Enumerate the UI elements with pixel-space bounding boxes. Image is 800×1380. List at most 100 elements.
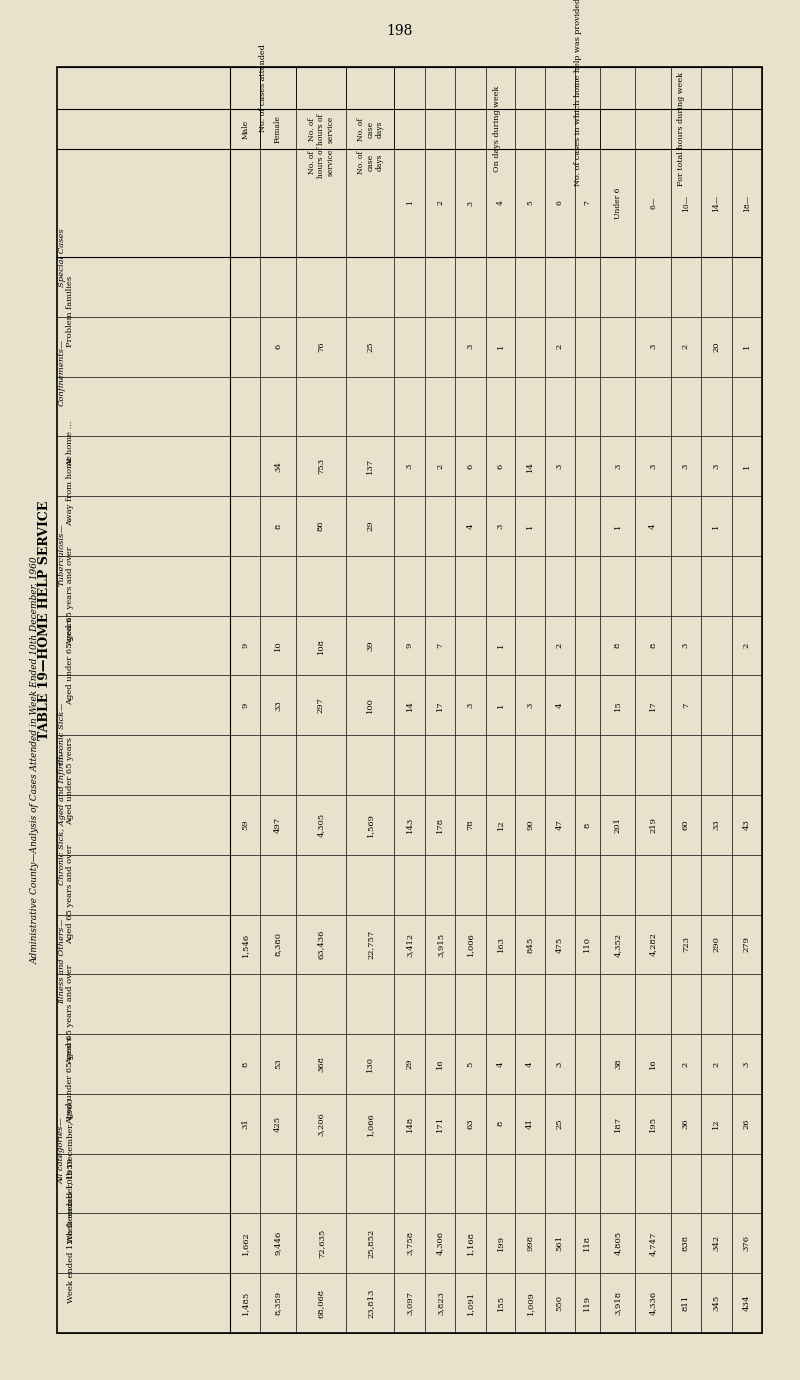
Text: 31: 31 [242, 1118, 250, 1129]
Text: 41: 41 [526, 1118, 534, 1129]
Text: 187: 187 [614, 1115, 622, 1132]
Text: 1: 1 [526, 523, 534, 529]
Text: 3,918: 3,918 [614, 1292, 622, 1315]
Text: 53: 53 [274, 1058, 282, 1070]
Text: 1: 1 [712, 523, 720, 529]
Text: 22,757: 22,757 [366, 930, 374, 959]
Text: For total hours during week: For total hours during week [677, 72, 685, 186]
Text: No. of
hours of
service: No. of hours of service [308, 113, 334, 145]
Text: 753: 753 [317, 458, 325, 475]
Text: 36: 36 [682, 1118, 690, 1129]
Text: 163: 163 [497, 937, 505, 952]
Text: 7: 7 [682, 702, 690, 708]
Text: 25,852: 25,852 [366, 1228, 374, 1259]
Text: 10: 10 [274, 640, 282, 651]
Text: 4,747: 4,747 [649, 1231, 657, 1256]
Text: 10—: 10— [682, 195, 690, 211]
Text: 23,813: 23,813 [366, 1289, 374, 1318]
Text: 130: 130 [366, 1056, 374, 1072]
Text: 2: 2 [682, 344, 690, 349]
Text: Week ended 10th December, 1960: Week ended 10th December, 1960 [66, 1098, 74, 1243]
Text: 8: 8 [583, 822, 591, 828]
Text: 3: 3 [712, 464, 720, 469]
Text: 3: 3 [466, 200, 474, 206]
Text: 3: 3 [556, 1061, 564, 1067]
Text: 148: 148 [406, 1115, 414, 1132]
Text: On days during week: On days during week [494, 86, 502, 172]
Text: 3: 3 [614, 464, 622, 469]
Text: 3: 3 [682, 643, 690, 649]
Text: 29: 29 [406, 1058, 414, 1070]
Text: 7: 7 [583, 200, 591, 206]
Text: 475: 475 [556, 936, 564, 952]
Text: 3: 3 [406, 464, 414, 469]
Text: 1: 1 [497, 702, 505, 708]
Text: 195: 195 [649, 1115, 657, 1132]
Text: 811: 811 [682, 1294, 690, 1311]
Bar [57, 68, 762, 1333]
Text: 4,305: 4,305 [317, 813, 325, 836]
Text: 2: 2 [682, 1061, 690, 1067]
Text: 3: 3 [497, 523, 505, 529]
Text: 1: 1 [614, 523, 622, 529]
Text: 6: 6 [556, 200, 564, 206]
Text: Female: Female [274, 115, 282, 144]
Text: 6: 6 [274, 344, 282, 349]
Text: 7: 7 [436, 643, 444, 649]
Text: 63: 63 [466, 1118, 474, 1129]
Text: 1: 1 [497, 344, 505, 349]
Text: Illness and Others—: Illness and Others— [58, 919, 66, 1005]
Text: 290: 290 [712, 937, 720, 952]
Text: 9: 9 [242, 702, 250, 708]
Text: 342: 342 [712, 1235, 720, 1252]
Text: 110: 110 [583, 937, 591, 952]
Text: 1,091: 1,091 [466, 1292, 474, 1315]
Text: 72,635: 72,635 [317, 1228, 325, 1259]
Text: 219: 219 [649, 817, 657, 834]
Text: 4,282: 4,282 [649, 933, 657, 956]
Text: 47: 47 [556, 820, 564, 831]
Text: 6—: 6— [649, 197, 657, 210]
Text: 8,380: 8,380 [274, 933, 282, 956]
Text: Aged under 65 years: Aged under 65 years [66, 1036, 74, 1123]
Text: Chronic Sick—: Chronic Sick— [58, 702, 66, 765]
Text: 3: 3 [466, 702, 474, 708]
Text: 279: 279 [742, 937, 750, 952]
Text: 4: 4 [466, 523, 474, 529]
Text: All categories—: All categories— [58, 1116, 66, 1184]
Text: 2: 2 [712, 1061, 720, 1067]
Text: 3,412: 3,412 [406, 933, 414, 956]
Text: 34: 34 [274, 461, 282, 472]
Text: Aged under 65 years: Aged under 65 years [66, 737, 74, 825]
Text: 68,068: 68,068 [317, 1289, 325, 1318]
Text: Male: Male [242, 120, 250, 138]
Text: Aged 65 years and over: Aged 65 years and over [66, 845, 74, 944]
Text: 26: 26 [742, 1119, 750, 1129]
Text: 5: 5 [466, 1061, 474, 1067]
Text: 3: 3 [649, 464, 657, 469]
Text: Special Cases: Special Cases [58, 228, 66, 287]
Text: 3: 3 [466, 344, 474, 349]
Text: 25: 25 [366, 341, 374, 352]
Text: 38: 38 [614, 1058, 622, 1070]
Text: TABLE 19—HOME HELP SERVICE: TABLE 19—HOME HELP SERVICE [38, 501, 51, 740]
Text: 550: 550 [556, 1294, 564, 1311]
Text: 434: 434 [742, 1294, 750, 1311]
Text: Confinements—: Confinements— [58, 339, 66, 407]
Text: 497: 497 [274, 817, 282, 834]
Text: Week ended 12th December, 1959: Week ended 12th December, 1959 [66, 1158, 74, 1303]
Text: 63,436: 63,436 [317, 930, 325, 959]
Text: 1,485: 1,485 [242, 1290, 250, 1315]
Text: 2: 2 [436, 200, 444, 206]
Text: 18—: 18— [742, 195, 750, 211]
Text: 4,336: 4,336 [649, 1292, 657, 1315]
Text: 33: 33 [274, 700, 282, 711]
Text: Away from home: Away from home [66, 455, 74, 526]
Text: 9: 9 [406, 643, 414, 649]
Text: 2: 2 [436, 464, 444, 469]
Text: 1: 1 [406, 200, 414, 206]
Text: No. of
case
days: No. of case days [357, 150, 383, 174]
Text: 118: 118 [583, 1235, 591, 1252]
Text: 143: 143 [406, 817, 414, 834]
Text: 1: 1 [497, 643, 505, 649]
